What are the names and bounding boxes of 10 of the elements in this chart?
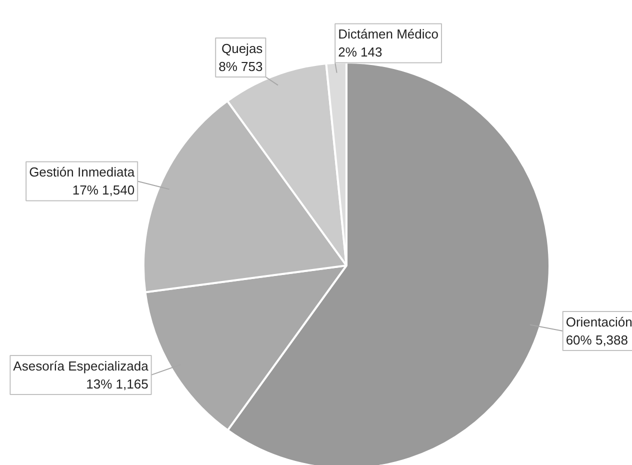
slice-label: Asesoría Especializada [13, 358, 150, 374]
slice-label: Gestión Inmediata [29, 164, 136, 180]
data-label: 13% 1,165 [86, 376, 148, 392]
data-label: 8% 753 [218, 58, 263, 74]
data-label: 2% 143 [338, 44, 382, 60]
data-label: 60% 5,388 [566, 332, 628, 348]
data-label: 17% 1,540 [72, 182, 135, 198]
slice-label: Dictámen Médico [338, 26, 439, 42]
slice-label: Quejas [221, 40, 264, 56]
slice-label: Orientación [566, 314, 632, 330]
